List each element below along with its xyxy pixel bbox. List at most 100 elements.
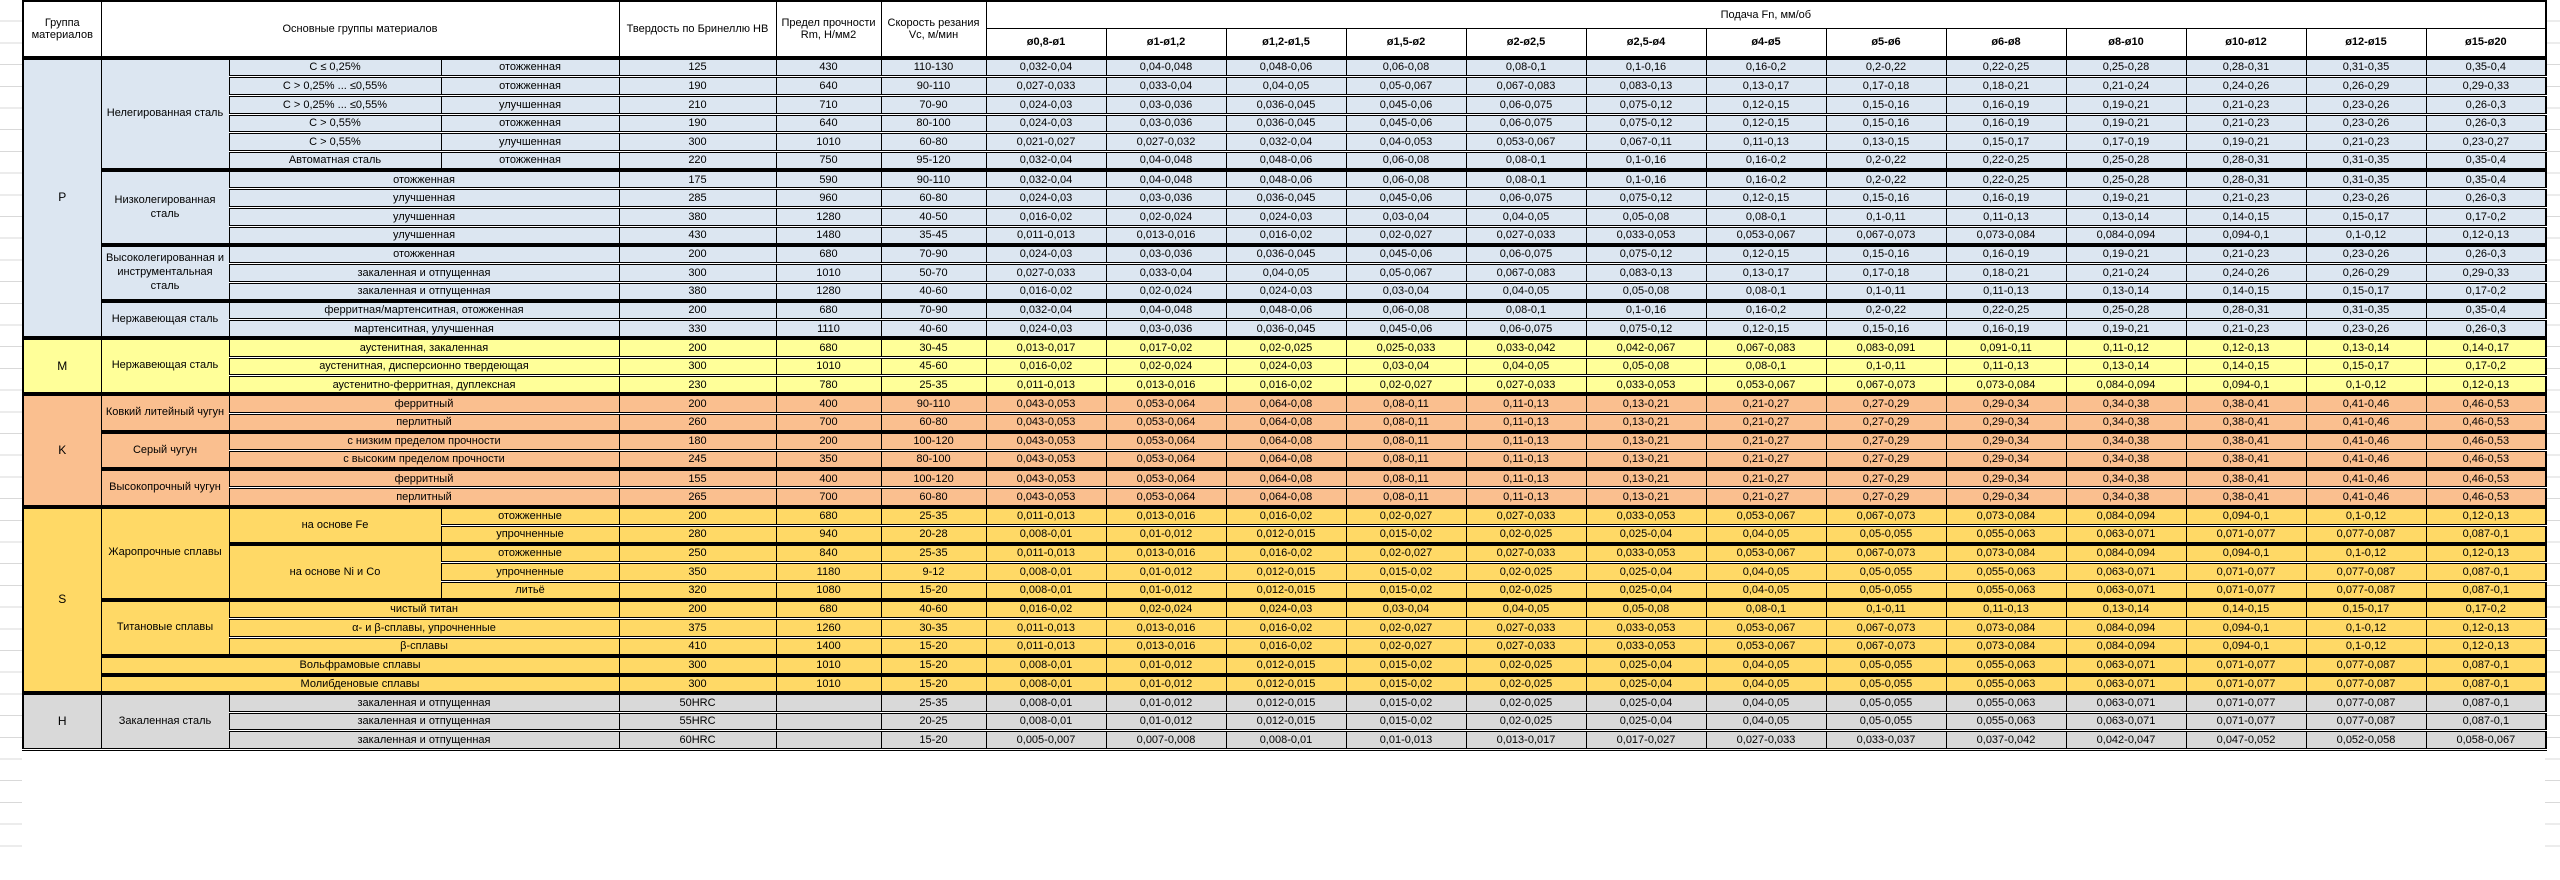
feed-cell[interactable]: 0,043-0,053 [985,392,1107,415]
feed-cell[interactable]: 0,032-0,04 [985,56,1107,79]
speed-cell[interactable]: 15-20 [880,729,987,751]
feed-cell[interactable]: 0,067-0,11 [1585,131,1707,153]
feed-cell[interactable]: 0,05-0,067 [1345,75,1467,97]
feed-cell[interactable]: 0,21-0,24 [2065,75,2187,97]
speed-cell[interactable]: 60-80 [880,411,987,434]
feed-cell[interactable]: 0,04-0,05 [1465,206,1587,228]
strength-cell[interactable]: 680 [775,336,882,359]
feed-cell[interactable]: 0,055-0,063 [1945,579,2067,602]
feed-cell[interactable]: 0,032-0,04 [985,298,1107,322]
feed-cell[interactable]: 0,26-0,3 [2425,318,2547,340]
condition-cell[interactable]: β-сплавы [228,635,620,658]
feed-cell[interactable]: 0,1-0,16 [1585,168,1707,191]
feed-cell[interactable]: 0,016-0,02 [1225,504,1347,527]
feed-cell[interactable]: 0,21-0,27 [1705,467,1827,490]
feed-cell[interactable]: 0,22-0,25 [1945,149,2067,172]
feed-cell[interactable]: 0,18-0,21 [1945,262,2067,284]
condition-cell[interactable]: с низким пределом прочности [228,429,620,452]
feed-cell[interactable]: 0,043-0,053 [985,448,1107,471]
state-cell[interactable]: отожженная [440,112,620,135]
feed-cell[interactable]: 0,053-0,064 [1105,448,1227,471]
feed-cell[interactable]: 0,067-0,073 [1825,374,1947,396]
feed-cell[interactable]: 0,24-0,26 [2185,262,2307,284]
feed-cell[interactable]: 0,31-0,35 [2305,298,2427,322]
strength-cell[interactable]: 1480 [775,224,882,247]
feed-cell[interactable]: 0,05-0,055 [1825,691,1947,714]
feed-cell[interactable]: 0,17-0,18 [1825,75,1947,97]
feed-cell[interactable]: 0,06-0,075 [1465,112,1587,135]
feed-cell[interactable]: 0,055-0,063 [1945,654,2067,677]
feed-cell[interactable]: 0,073-0,084 [1945,224,2067,247]
hardness-cell[interactable]: 200 [618,336,777,359]
hardness-cell[interactable]: 200 [618,242,777,266]
feed-cell[interactable]: 0,06-0,08 [1345,149,1467,172]
feed-cell[interactable]: 0,08-0,1 [1705,206,1827,228]
condition-cell[interactable]: C ≤ 0,25% [228,56,442,79]
feed-cell[interactable]: 0,015-0,02 [1345,561,1467,583]
feed-cell[interactable]: 0,1-0,12 [2305,374,2427,396]
feed-cell[interactable]: 0,31-0,35 [2305,168,2427,191]
family-cell[interactable]: Нержавеющая сталь [100,336,230,396]
feed-cell[interactable]: 0,025-0,033 [1345,336,1467,359]
feed-cell[interactable]: 0,1-0,12 [2305,635,2427,658]
feed-cell[interactable]: 0,11-0,13 [1945,206,2067,228]
feed-cell[interactable]: 0,01-0,012 [1105,561,1227,583]
feed-cell[interactable]: 0,025-0,04 [1585,691,1707,714]
feed-cell[interactable]: 0,02-0,025 [1465,691,1587,714]
feed-cell[interactable]: 0,016-0,02 [1225,617,1347,639]
family-cell[interactable]: Закаленная сталь [100,691,230,751]
feed-cell[interactable]: 0,033-0,04 [1105,262,1227,284]
feed-cell[interactable]: 0,027-0,033 [1705,729,1827,751]
feed-cell[interactable]: 0,13-0,21 [1585,411,1707,434]
feed-cell[interactable]: 0,15-0,16 [1825,112,1947,135]
feed-cell[interactable]: 0,032-0,04 [1225,131,1347,153]
strength-cell[interactable]: 1010 [775,262,882,284]
feed-cell[interactable]: 0,02-0,025 [1225,336,1347,359]
feed-cell[interactable]: 0,34-0,38 [2065,448,2187,471]
feed-cell[interactable]: 0,23-0,26 [2305,242,2427,266]
feed-cell[interactable]: 0,17-0,2 [2425,597,2547,621]
feed-cell[interactable]: 0,043-0,053 [985,429,1107,452]
condition-cell[interactable]: Автоматная сталь [228,149,442,172]
feed-cell[interactable]: 0,015-0,02 [1345,579,1467,602]
hardness-cell[interactable]: 280 [618,523,777,546]
base-cell[interactable]: на основе Fe [228,504,442,546]
feed-cell[interactable]: 0,025-0,04 [1585,561,1707,583]
speed-cell[interactable]: 40-50 [880,206,987,228]
feed-cell[interactable]: 0,027-0,033 [985,75,1107,97]
feed-cell[interactable]: 0,38-0,41 [2185,448,2307,471]
feed-cell[interactable]: 0,058-0,067 [2425,729,2547,751]
hardness-cell[interactable]: 375 [618,617,777,639]
hardness-cell[interactable]: 180 [618,429,777,452]
feed-cell[interactable]: 0,08-0,11 [1345,448,1467,471]
feed-cell[interactable]: 0,053-0,067 [1705,374,1827,396]
group-letter-cell[interactable]: S [22,504,102,695]
feed-cell[interactable]: 0,14-0,17 [2425,336,2547,359]
feed-cell[interactable]: 0,12-0,15 [1705,93,1827,116]
feed-cell[interactable]: 0,02-0,027 [1345,374,1467,396]
feed-cell[interactable]: 0,06-0,08 [1345,298,1467,322]
feed-cell[interactable]: 0,28-0,31 [2185,298,2307,322]
hardness-cell[interactable]: 155 [618,467,777,490]
feed-cell[interactable]: 0,29-0,34 [1945,429,2067,452]
speed-cell[interactable]: 25-35 [880,504,987,527]
feed-cell[interactable]: 0,26-0,3 [2425,242,2547,266]
feed-cell[interactable]: 0,02-0,027 [1345,635,1467,658]
feed-cell[interactable]: 0,41-0,46 [2305,467,2427,490]
feed-cell[interactable]: 0,04-0,048 [1105,149,1227,172]
speed-cell[interactable]: 15-20 [880,579,987,602]
condition-cell[interactable]: перлитный [228,411,620,434]
feed-cell[interactable]: 0,04-0,05 [1225,75,1347,97]
strength-cell[interactable]: 1010 [775,654,882,677]
hardness-cell[interactable]: 55HRC [618,710,777,733]
feed-cell[interactable]: 0,077-0,087 [2305,579,2427,602]
feed-cell[interactable]: 0,027-0,033 [1465,635,1587,658]
feed-cell[interactable]: 0,05-0,055 [1825,523,1947,546]
strength-cell[interactable]: 400 [775,392,882,415]
feed-cell[interactable]: 0,03-0,036 [1105,318,1227,340]
feed-cell[interactable]: 0,043-0,053 [985,411,1107,434]
feed-cell[interactable]: 0,18-0,21 [1945,75,2067,97]
feed-cell[interactable]: 0,08-0,11 [1345,467,1467,490]
feed-cell[interactable]: 0,12-0,15 [1705,187,1827,209]
feed-cell[interactable]: 0,027-0,033 [1465,504,1587,527]
